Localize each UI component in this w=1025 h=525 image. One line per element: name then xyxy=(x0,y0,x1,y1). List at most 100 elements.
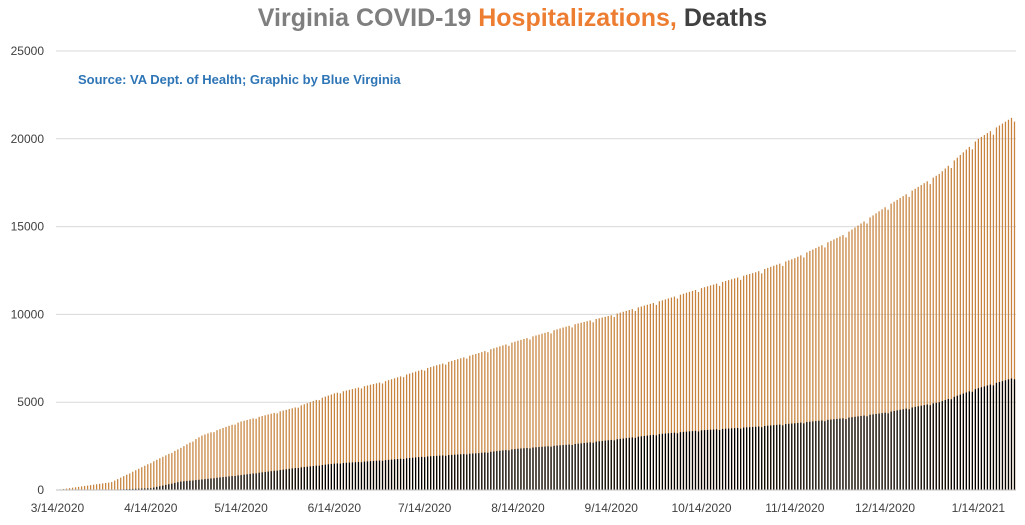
hospitalizations-bar xyxy=(490,349,492,490)
chart-title-part-2: Hospitalizations, xyxy=(478,4,677,32)
deaths-bar xyxy=(685,431,688,490)
deaths-bar xyxy=(427,456,429,490)
hospitalizations-bar xyxy=(396,377,399,490)
hospitalizations-bar xyxy=(845,237,847,490)
deaths-bar xyxy=(327,464,329,490)
hospitalizations-bar xyxy=(553,330,555,490)
hospitalizations-bar xyxy=(827,242,829,490)
deaths-bar xyxy=(402,458,405,490)
hospitalizations-bar xyxy=(926,181,928,490)
deaths-bar xyxy=(986,385,989,490)
deaths-bar xyxy=(773,425,775,490)
hospitalizations-bar xyxy=(180,447,182,490)
deaths-bar xyxy=(156,486,158,490)
hospitalizations-bar xyxy=(402,377,405,490)
deaths-bar xyxy=(896,410,898,490)
hospitalizations-bar xyxy=(697,292,700,490)
deaths-bar xyxy=(234,475,236,490)
hospitalizations-bar xyxy=(640,306,642,490)
deaths-bar xyxy=(676,433,679,490)
hospitalizations-bar xyxy=(977,138,980,491)
deaths-bar xyxy=(258,472,260,490)
deaths-bar xyxy=(791,423,793,490)
hospitalizations-bar xyxy=(580,322,582,490)
deaths-bar xyxy=(664,433,667,490)
deaths-bar xyxy=(390,459,393,490)
deaths-bar xyxy=(517,448,519,490)
hospitalizations-bar xyxy=(514,341,516,490)
hospitalizations-bar xyxy=(743,275,745,490)
deaths-bar xyxy=(619,438,621,490)
hospitalizations-bar xyxy=(667,298,670,490)
hospitalizations-bar xyxy=(276,413,278,490)
hospitalizations-bar xyxy=(830,240,832,490)
hospitalizations-bar xyxy=(111,482,113,490)
hospitalizations-bar xyxy=(114,480,116,490)
hospitalizations-bar xyxy=(285,409,287,490)
hospitalizations-bar xyxy=(824,247,826,490)
hospitalizations-bar xyxy=(162,456,164,490)
deaths-bar xyxy=(399,458,402,490)
hospitalizations-bar xyxy=(71,487,74,490)
deaths-bar xyxy=(460,454,462,490)
deaths-bar xyxy=(565,444,567,490)
deaths-bar xyxy=(366,461,369,490)
hospitalizations-bar xyxy=(390,379,393,490)
deaths-bar xyxy=(198,479,200,490)
deaths-bar xyxy=(622,438,624,490)
hospitalizations-bar xyxy=(872,215,874,490)
hospitalizations-bar xyxy=(375,383,378,490)
deaths-bar xyxy=(995,382,998,490)
hospitalizations-bar xyxy=(634,310,636,490)
hospitalizations-bar xyxy=(105,482,107,490)
hospitalizations-bar xyxy=(442,363,444,490)
deaths-bar xyxy=(249,473,251,490)
deaths-bar xyxy=(947,398,949,490)
deaths-bar xyxy=(601,440,603,490)
deaths-bar xyxy=(556,445,558,490)
deaths-bar xyxy=(174,482,176,490)
deaths-bar xyxy=(574,444,576,490)
y-tick-label: 0 xyxy=(37,483,44,497)
hospitalizations-bar xyxy=(800,255,802,490)
deaths-bar xyxy=(342,463,345,490)
deaths-bar xyxy=(291,468,293,490)
deaths-bar xyxy=(761,427,763,490)
deaths-bar xyxy=(171,483,173,490)
deaths-bar xyxy=(288,468,290,490)
hospitalizations-bar xyxy=(631,309,633,490)
hospitalizations-bar xyxy=(989,131,992,490)
deaths-bar xyxy=(318,465,320,490)
deaths-bar xyxy=(312,466,314,490)
deaths-bar xyxy=(709,429,712,490)
hospitalizations-bar xyxy=(980,136,983,491)
hospitalizations-bar xyxy=(150,463,152,490)
hospitalizations-bar xyxy=(866,223,868,490)
hospitalizations-bar xyxy=(730,279,733,490)
deaths-bar xyxy=(216,477,218,490)
deaths-bar xyxy=(794,423,796,490)
hospitalizations-bar xyxy=(700,288,703,490)
x-tick-label: 4/14/2020 xyxy=(124,501,178,515)
hospitalizations-bar xyxy=(721,281,724,490)
deaths-bar xyxy=(803,423,805,490)
deaths-bar xyxy=(755,426,757,490)
hospitalizations-bar xyxy=(405,374,408,490)
deaths-bar xyxy=(971,391,973,490)
deaths-bar xyxy=(655,435,658,490)
hospitalizations-bar xyxy=(842,235,844,490)
hospitalizations-bar xyxy=(577,323,579,490)
hospitalizations-bar xyxy=(348,389,351,490)
hospitalizations-bar xyxy=(965,149,967,491)
deaths-bar xyxy=(730,428,733,490)
hospitalizations-bar xyxy=(186,444,188,490)
hospitalizations-bar xyxy=(372,384,375,490)
hospitalizations-bar xyxy=(300,405,302,490)
hospitalizations-bar xyxy=(204,434,206,490)
deaths-bar xyxy=(914,406,916,490)
hospitalizations-bar xyxy=(159,458,161,490)
deaths-bar xyxy=(872,414,874,490)
hospitalizations-bar xyxy=(174,450,176,490)
hospitalizations-bar xyxy=(736,277,739,490)
hospitalizations-bar xyxy=(839,236,841,490)
